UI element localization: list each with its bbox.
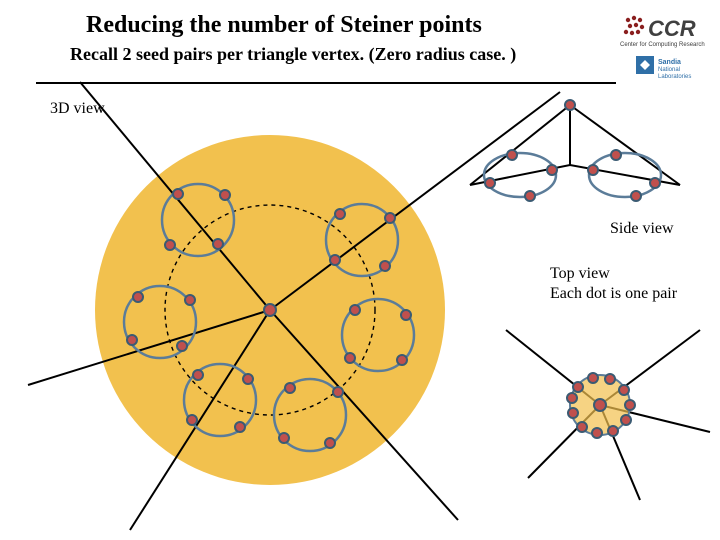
seed-dot [133,292,143,302]
seed-dot [243,374,253,384]
top-seed-dot [605,374,615,384]
seed-dot [220,190,230,200]
seed-dot [193,370,203,380]
side-seed-dot [565,100,575,110]
top-seed-dot [573,382,583,392]
top-seed-dot [619,385,629,395]
top-seed-dot [621,415,631,425]
seed-dot [185,295,195,305]
top-seed-dot [568,408,578,418]
seed-dot [235,422,245,432]
seed-dot [165,240,175,250]
side-seed-dot [650,178,660,188]
seed-dot [350,305,360,315]
seed-dot [325,438,335,448]
seed-dot [345,353,355,363]
seed-dot [385,213,395,223]
seed-dot [173,189,183,199]
seed-dot [380,261,390,271]
side-seed-dot [631,191,641,201]
seed-dot [177,341,187,351]
side-seed-dot [611,150,621,160]
seed-dot [333,387,343,397]
seed-dot [335,209,345,219]
top-seed-dot [577,422,587,432]
seed-dot [127,335,137,345]
seed-dot [285,383,295,393]
side-seed-dot [547,165,557,175]
seed-dot [187,415,197,425]
side-seed-dot [485,178,495,188]
seed-dot [213,239,223,249]
top-center-dot [594,399,606,411]
side-seed-dot [588,165,598,175]
side-base-line [470,165,680,185]
center-dot [264,304,276,316]
diagram-canvas [0,0,720,540]
top-seed-dot [588,373,598,383]
side-seed-dot [525,191,535,201]
side-seed-dot [507,150,517,160]
seed-dot [397,355,407,365]
top-seed-dot [608,426,618,436]
side-tri-edge [570,105,680,185]
seed-dot [330,255,340,265]
top-seed-dot [567,393,577,403]
seed-dot [401,310,411,320]
top-seed-dot [625,400,635,410]
seed-dot [279,433,289,443]
top-seed-dot [592,428,602,438]
